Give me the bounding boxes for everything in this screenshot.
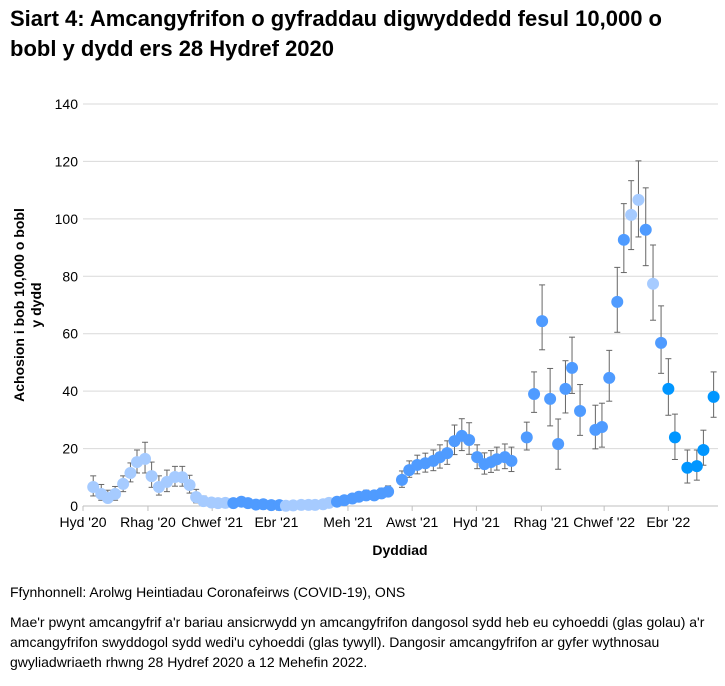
data-point — [681, 461, 694, 474]
y-tick-label: 80 — [62, 268, 78, 284]
x-tick-label: Hyd '20 — [59, 514, 106, 530]
chart-title: Siart 4: Amcangyfrifon o gyfraddau digwy… — [10, 6, 662, 61]
data-point — [707, 390, 720, 403]
data-point — [505, 454, 518, 467]
x-tick-label: Meh '21 — [323, 514, 373, 530]
data-point — [124, 466, 137, 479]
data-point — [183, 479, 196, 492]
error-bars — [90, 160, 717, 506]
data-point — [139, 452, 152, 465]
data-point — [625, 208, 638, 221]
data-point — [552, 437, 565, 450]
x-tick-label: Ebr '21 — [254, 514, 298, 530]
data-point — [145, 470, 158, 483]
y-axis-label: Achosion i bob 10,000 o bobly dydd — [11, 208, 44, 402]
data-point — [574, 404, 587, 417]
data-points — [87, 193, 720, 512]
data-point — [463, 433, 476, 446]
y-tick-label: 20 — [62, 441, 78, 457]
data-point — [544, 392, 557, 405]
x-tick-label: Hyd '21 — [453, 514, 500, 530]
x-tick-labels: Hyd '20 Rhag '20 Chwef '21 Ebr '21 Meh '21 Aw… — [59, 514, 690, 530]
x-tick-label: Rhag '20 — [120, 514, 176, 530]
data-point — [117, 477, 130, 490]
data-point — [176, 471, 189, 484]
data-point — [536, 315, 549, 328]
y-tick-label: 0 — [70, 498, 78, 514]
x-tick-label: Chwef '21 — [181, 514, 243, 530]
data-point — [595, 421, 608, 434]
data-point — [441, 447, 454, 460]
y-tick-labels: 0 20 40 60 80 100 120 140 — [55, 96, 79, 514]
data-point — [559, 382, 572, 395]
data-point — [632, 193, 645, 206]
data-point — [639, 223, 652, 236]
data-point — [662, 382, 675, 395]
data-point — [697, 444, 710, 457]
data-point — [382, 485, 395, 498]
data-point — [603, 371, 616, 384]
y-tick-label: 40 — [62, 383, 78, 399]
x-tick-label: Chwef '22 — [573, 514, 635, 530]
data-point — [647, 277, 660, 290]
y-tick-label: 100 — [55, 211, 79, 227]
data-point — [611, 295, 624, 308]
gridlines — [82, 103, 718, 511]
y-tick-label: 60 — [62, 326, 78, 342]
y-tick-label: 120 — [55, 153, 79, 169]
x-axis-label: Dyddiad — [372, 542, 427, 558]
x-tick-label: Awst '21 — [386, 514, 438, 530]
incidence-chart: 0 20 40 60 80 100 120 140 Hyd '20 Rhag '20 Chwef … — [11, 96, 720, 558]
data-point — [690, 460, 703, 473]
data-point — [109, 487, 122, 500]
x-tick-label: Rhag '21 — [514, 514, 570, 530]
data-point — [617, 233, 630, 246]
data-point — [87, 481, 100, 494]
data-point — [395, 473, 408, 486]
x-tick-label: Ebr '22 — [646, 514, 690, 530]
data-point — [528, 388, 541, 401]
footnote-text: Mae'r pwynt amcangyfrif a'r bariau ansic… — [10, 614, 705, 670]
y-tick-label: 140 — [55, 96, 79, 112]
data-point — [566, 361, 579, 374]
source-text: Ffynhonnell: Arolwg Heintiadau Coronafei… — [10, 584, 406, 600]
data-point — [520, 431, 533, 444]
data-point — [655, 336, 668, 349]
data-point — [668, 431, 681, 444]
